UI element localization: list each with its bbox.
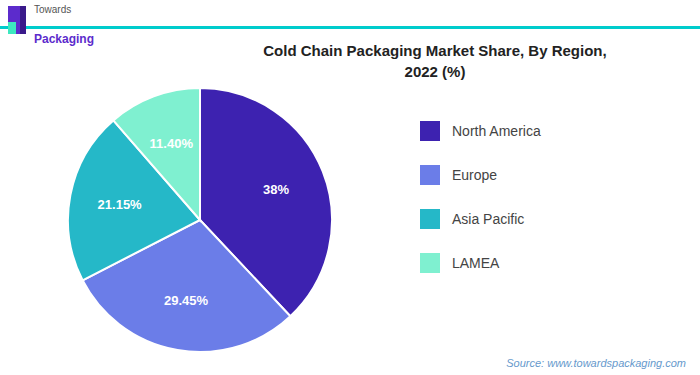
html-text:Towards: Towards — [34, 4, 72, 15]
html-text:North America: North America — [452, 123, 541, 139]
html-text:Europe: Europe — [452, 167, 498, 183]
svg-text:21.15%: 21.15% — [98, 197, 143, 212]
html-text:Packaging: Packaging — [34, 32, 94, 46]
html-text:2022 (%): 2022 (%) — [404, 63, 466, 80]
html-text:Asia Pacific: Asia Pacific — [452, 211, 525, 227]
html-text:LAMEA: LAMEA — [452, 255, 500, 271]
svg-text:38%: 38% — [263, 182, 289, 197]
html-text:Cold Chain Packaging Market Sh: Cold Chain Packaging Market Share, By Re… — [263, 42, 607, 59]
html-text:Source: www.towardspackaging.c: Source: www.towardspackaging.com — [506, 357, 686, 369]
svg-text:29.45%: 29.45% — [164, 293, 209, 308]
svg-text:11.40%: 11.40% — [150, 136, 194, 151]
